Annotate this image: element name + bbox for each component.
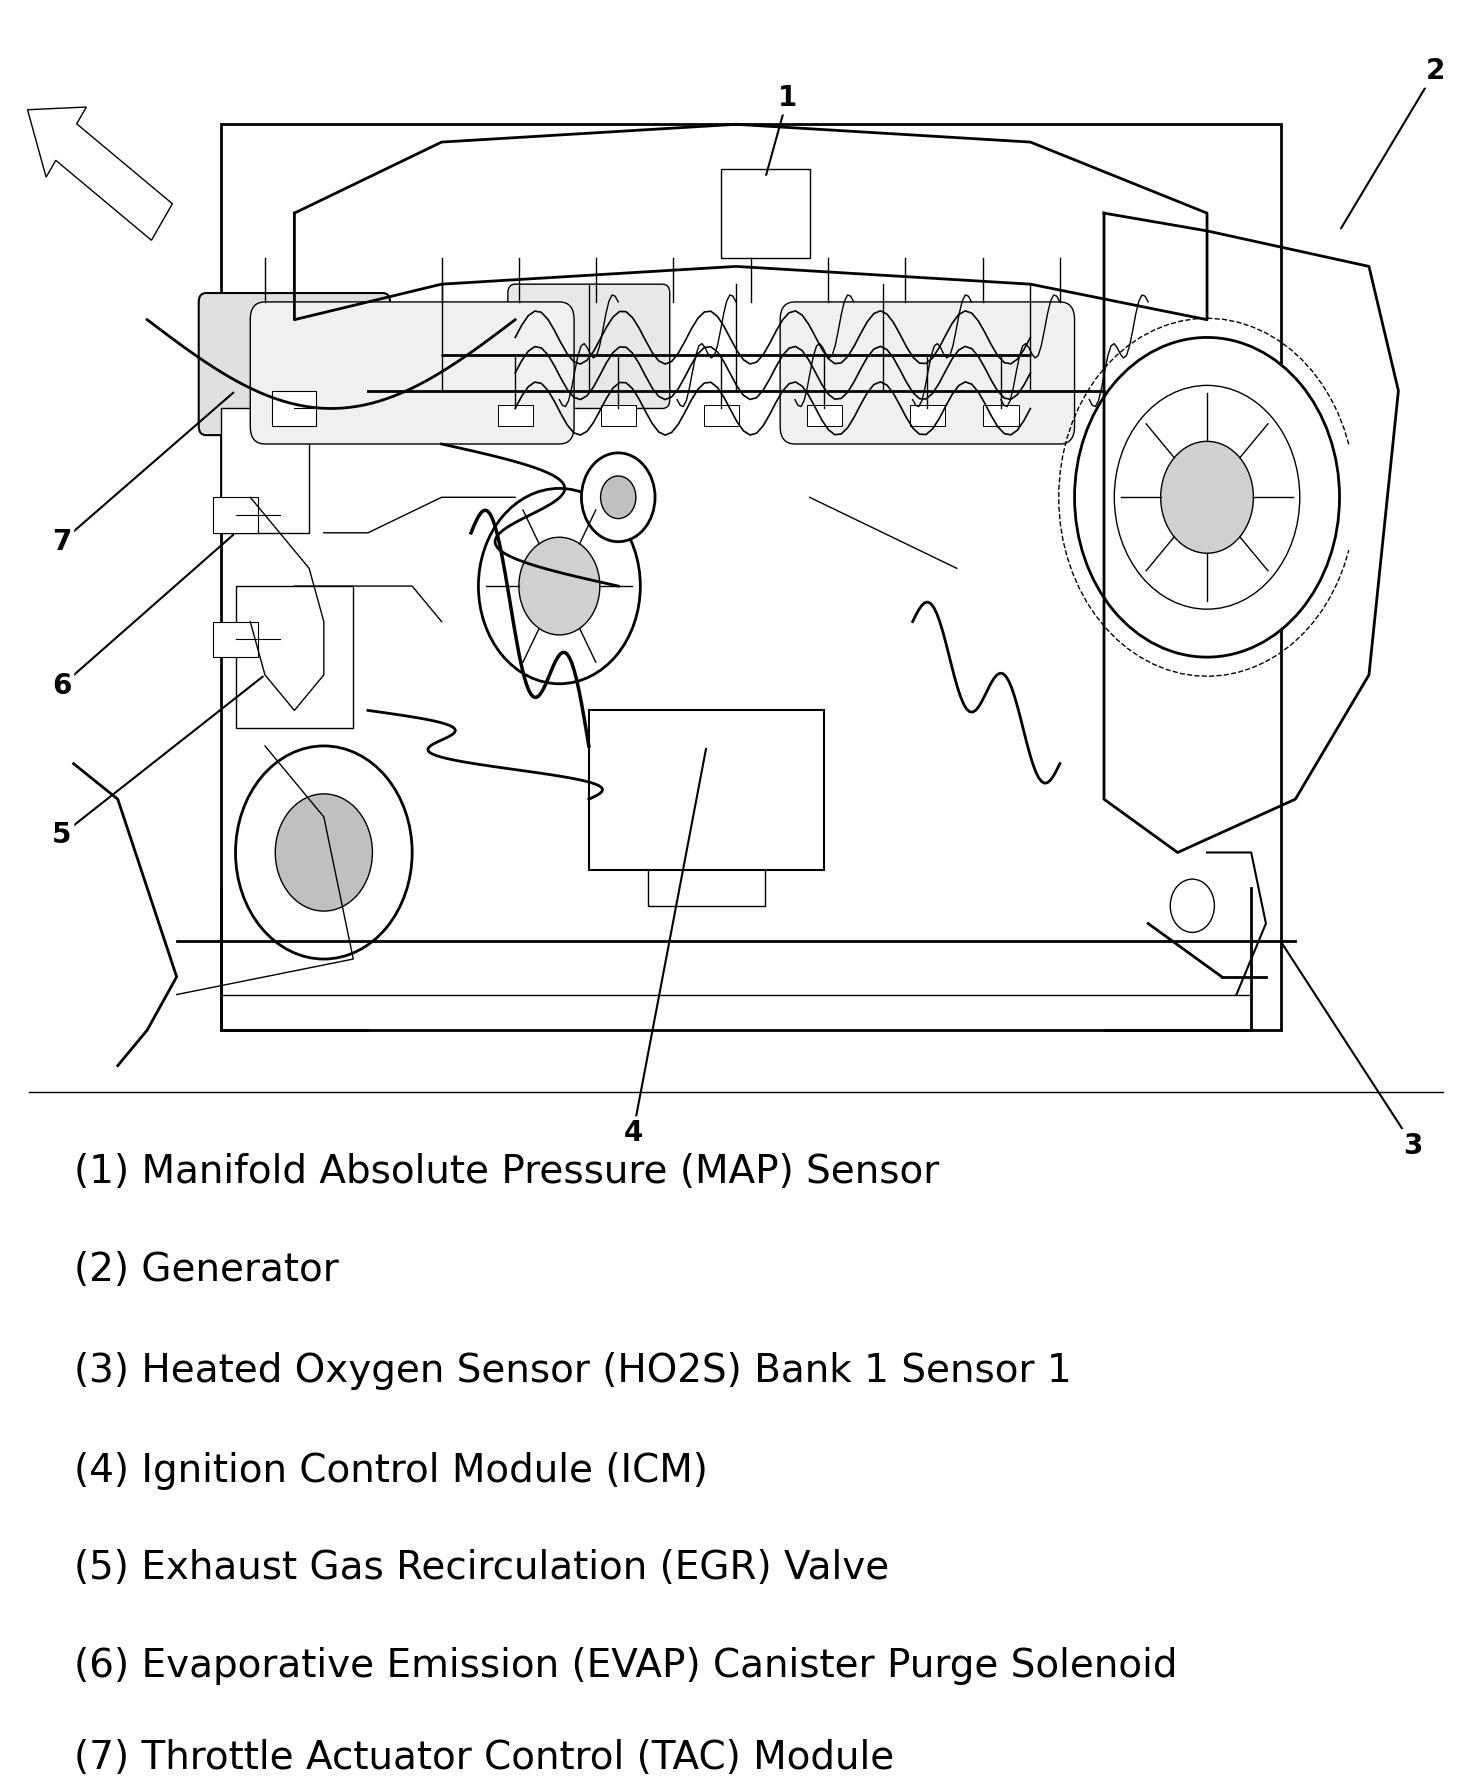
FancyBboxPatch shape xyxy=(250,302,574,444)
Circle shape xyxy=(1170,879,1214,932)
Circle shape xyxy=(275,794,372,911)
Circle shape xyxy=(581,453,655,542)
Circle shape xyxy=(1160,442,1253,554)
FancyArrow shape xyxy=(28,107,172,240)
Circle shape xyxy=(478,488,640,684)
Text: 7: 7 xyxy=(52,527,72,556)
Bar xyxy=(272,391,316,426)
Text: (3) Heated Oxygen Sensor (HO2S) Bank 1 Sensor 1: (3) Heated Oxygen Sensor (HO2S) Bank 1 S… xyxy=(74,1352,1072,1391)
Circle shape xyxy=(518,536,601,634)
Bar xyxy=(498,405,533,426)
Bar xyxy=(983,405,1019,426)
Text: 4: 4 xyxy=(623,1119,643,1147)
Text: (2) Generator: (2) Generator xyxy=(74,1250,339,1289)
FancyBboxPatch shape xyxy=(199,293,390,435)
Bar xyxy=(589,710,824,870)
Bar xyxy=(910,405,945,426)
Bar xyxy=(221,124,1281,1030)
Text: 3: 3 xyxy=(1403,1131,1423,1160)
FancyBboxPatch shape xyxy=(508,284,670,408)
Text: 1: 1 xyxy=(777,83,798,112)
Bar xyxy=(213,497,258,533)
Text: (6) Evaporative Emission (EVAP) Canister Purge Solenoid: (6) Evaporative Emission (EVAP) Canister… xyxy=(74,1646,1178,1685)
Bar xyxy=(704,405,739,426)
Text: (5) Exhaust Gas Recirculation (EGR) Valve: (5) Exhaust Gas Recirculation (EGR) Valv… xyxy=(74,1549,889,1588)
Bar xyxy=(601,405,636,426)
Circle shape xyxy=(1075,337,1340,657)
Bar xyxy=(213,622,258,657)
Text: (1) Manifold Absolute Pressure (MAP) Sensor: (1) Manifold Absolute Pressure (MAP) Sen… xyxy=(74,1153,939,1192)
Bar xyxy=(807,405,842,426)
Text: 5: 5 xyxy=(52,821,72,849)
Text: (4) Ignition Control Module (ICM): (4) Ignition Control Module (ICM) xyxy=(74,1451,708,1490)
Bar xyxy=(236,586,353,728)
Bar xyxy=(721,169,810,258)
Text: 6: 6 xyxy=(52,671,72,700)
FancyBboxPatch shape xyxy=(780,302,1075,444)
Circle shape xyxy=(1114,385,1300,609)
Text: (7) Throttle Actuator Control (TAC) Module: (7) Throttle Actuator Control (TAC) Modu… xyxy=(74,1739,894,1776)
Circle shape xyxy=(601,476,636,519)
Text: 2: 2 xyxy=(1425,57,1446,85)
Circle shape xyxy=(236,746,412,959)
Bar xyxy=(221,408,309,533)
